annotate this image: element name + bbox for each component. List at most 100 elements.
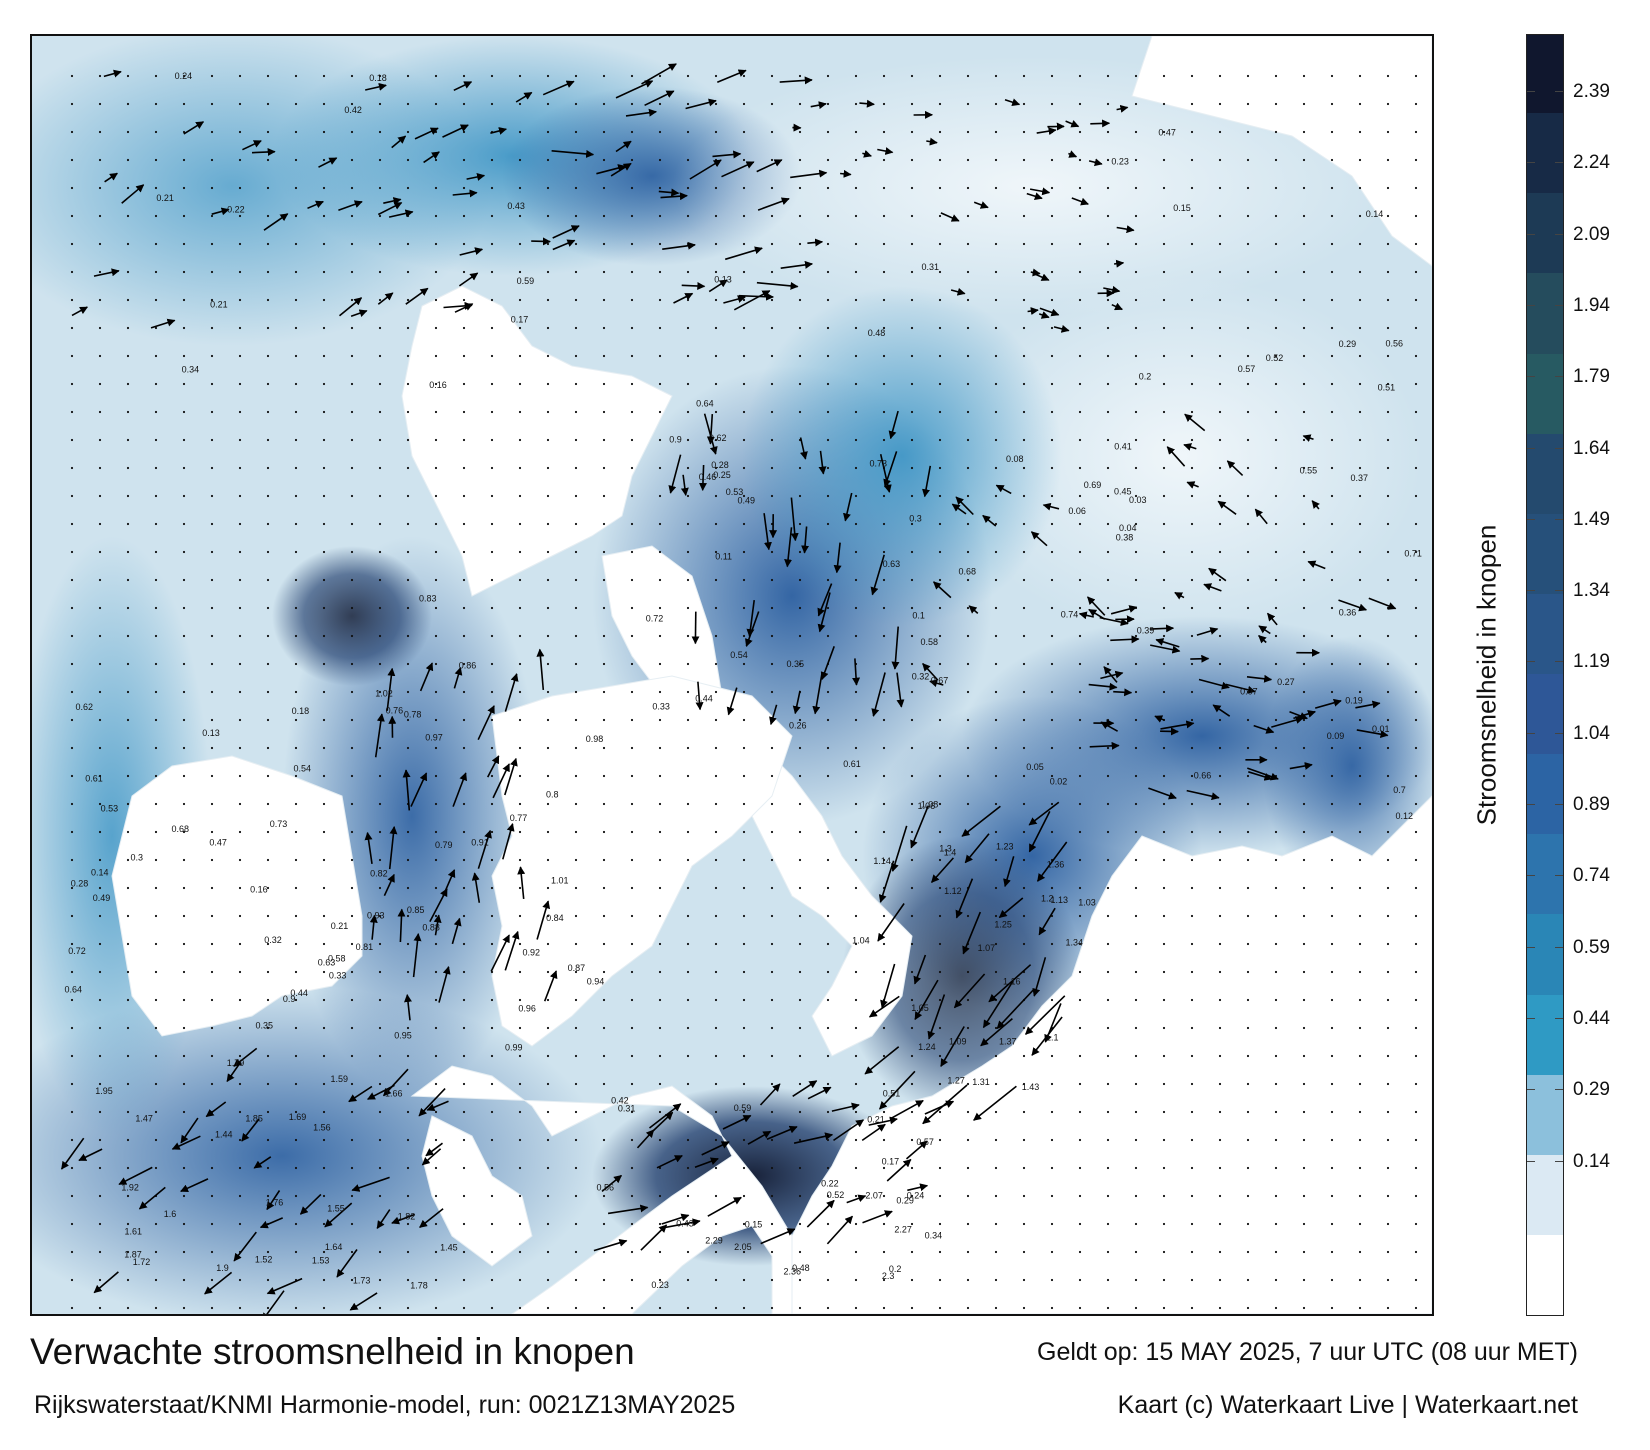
grid-dot (350, 326, 354, 330)
current-speed-map[interactable]: 0.31 0.34 0.23 0.2 0.21 0.15 0.17 0.29 0.52 0.43 0… (30, 34, 1434, 1316)
grid-dot (350, 830, 354, 834)
current-arrow (504, 930, 520, 971)
grid-dot (1302, 326, 1306, 330)
current-arrow (1116, 104, 1129, 113)
grid-dot (574, 1082, 578, 1086)
grid-dot (994, 1054, 998, 1058)
grid-dot (1022, 410, 1026, 414)
grid-dot (350, 774, 354, 778)
grid-dot (1358, 942, 1362, 946)
grid-dot (1106, 942, 1110, 946)
grid-dot (630, 438, 634, 442)
grid-dot (70, 410, 74, 414)
grid-dot (1162, 690, 1166, 694)
grid-dot (602, 1054, 606, 1058)
current-arrow (443, 301, 473, 310)
grid-dot (406, 158, 410, 162)
speed-label: 1.14 (873, 856, 891, 866)
grid-dot (1190, 382, 1194, 386)
grid-dot (798, 1054, 802, 1058)
grid-dot (406, 1306, 410, 1310)
current-arrow (1258, 625, 1271, 635)
grid-dot (1386, 466, 1390, 470)
grid-dot (406, 914, 410, 918)
grid-dot (1414, 354, 1418, 358)
grid-dot (630, 1026, 634, 1030)
grid-dot (350, 186, 354, 190)
grid-dot (546, 214, 550, 218)
speed-label: 1.01 (551, 876, 569, 886)
current-arrow (1356, 729, 1389, 739)
grid-dot (1190, 1278, 1194, 1282)
current-arrow (878, 860, 895, 903)
grid-dot (798, 494, 802, 498)
grid-dot (126, 606, 130, 610)
current-arrow (1148, 787, 1177, 800)
grid-dot (910, 186, 914, 190)
grid-dot (406, 438, 410, 442)
speed-label: 0.85 (407, 905, 425, 915)
colorbar-tick-mark (1527, 91, 1535, 92)
grid-dot (602, 690, 606, 694)
grid-dot (434, 102, 438, 106)
grid-dot (1358, 158, 1362, 162)
speed-label: 1.59 (331, 1074, 349, 1084)
grid-dot (1330, 914, 1334, 918)
grid-dot (70, 1138, 74, 1142)
grid-dot (546, 158, 550, 162)
grid-dot (1386, 1250, 1390, 1254)
grid-dot (434, 634, 438, 638)
current-arrow (1004, 98, 1021, 107)
grid-dot (182, 326, 186, 330)
grid-dot (210, 578, 214, 582)
grid-dot (294, 634, 298, 638)
grid-dot (826, 410, 830, 414)
grid-dot (1274, 970, 1278, 974)
grid-dot (378, 690, 382, 694)
grid-dot (1414, 1026, 1418, 1030)
grid-dot (322, 1110, 326, 1114)
grid-dot (126, 74, 130, 78)
grid-dot (1218, 998, 1222, 1002)
speed-label: 0.58 (921, 637, 939, 647)
map-canvas[interactable]: 0.310.340.230.20.210.150.170.290.520.430… (32, 36, 1432, 1314)
grid-dot (70, 326, 74, 330)
grid-dot (1386, 858, 1390, 862)
grid-dot (686, 970, 690, 974)
grid-dot (882, 690, 886, 694)
grid-dot (406, 522, 410, 526)
grid-dot (826, 1306, 830, 1310)
grid-dot (1050, 410, 1054, 414)
grid-dot (574, 662, 578, 666)
current-arrow (951, 503, 967, 515)
grid-dot (1386, 914, 1390, 918)
grid-dot (490, 1194, 494, 1198)
grid-dot (854, 998, 858, 1002)
grid-dot (882, 186, 886, 190)
grid-dot (98, 354, 102, 358)
speed-label: 1.53 (312, 1255, 330, 1265)
grid-dot (154, 214, 158, 218)
grid-dot (1134, 1306, 1138, 1310)
grid-dot (406, 242, 410, 246)
grid-dot (238, 522, 242, 526)
speed-label: 0.21 (867, 1114, 885, 1124)
grid-dot (966, 1222, 970, 1226)
speed-label: 0.73 (870, 459, 888, 469)
grid-dot (294, 270, 298, 274)
colorbar-segment (1527, 35, 1563, 114)
grid-dot (1274, 102, 1278, 106)
grid-dot (798, 1026, 802, 1030)
grid-dot (770, 1054, 774, 1058)
grid-dot (378, 158, 382, 162)
speed-label: 1.07 (978, 943, 996, 953)
grid-dot (1330, 130, 1334, 134)
grid-dot (1106, 1278, 1110, 1282)
grid-dot (1050, 830, 1054, 834)
grid-dot (1302, 186, 1306, 190)
grid-dot (154, 326, 158, 330)
grid-dot (1078, 634, 1082, 638)
grid-dot (490, 1138, 494, 1142)
grid-dot (1134, 802, 1138, 806)
current-arrow (351, 1176, 390, 1192)
